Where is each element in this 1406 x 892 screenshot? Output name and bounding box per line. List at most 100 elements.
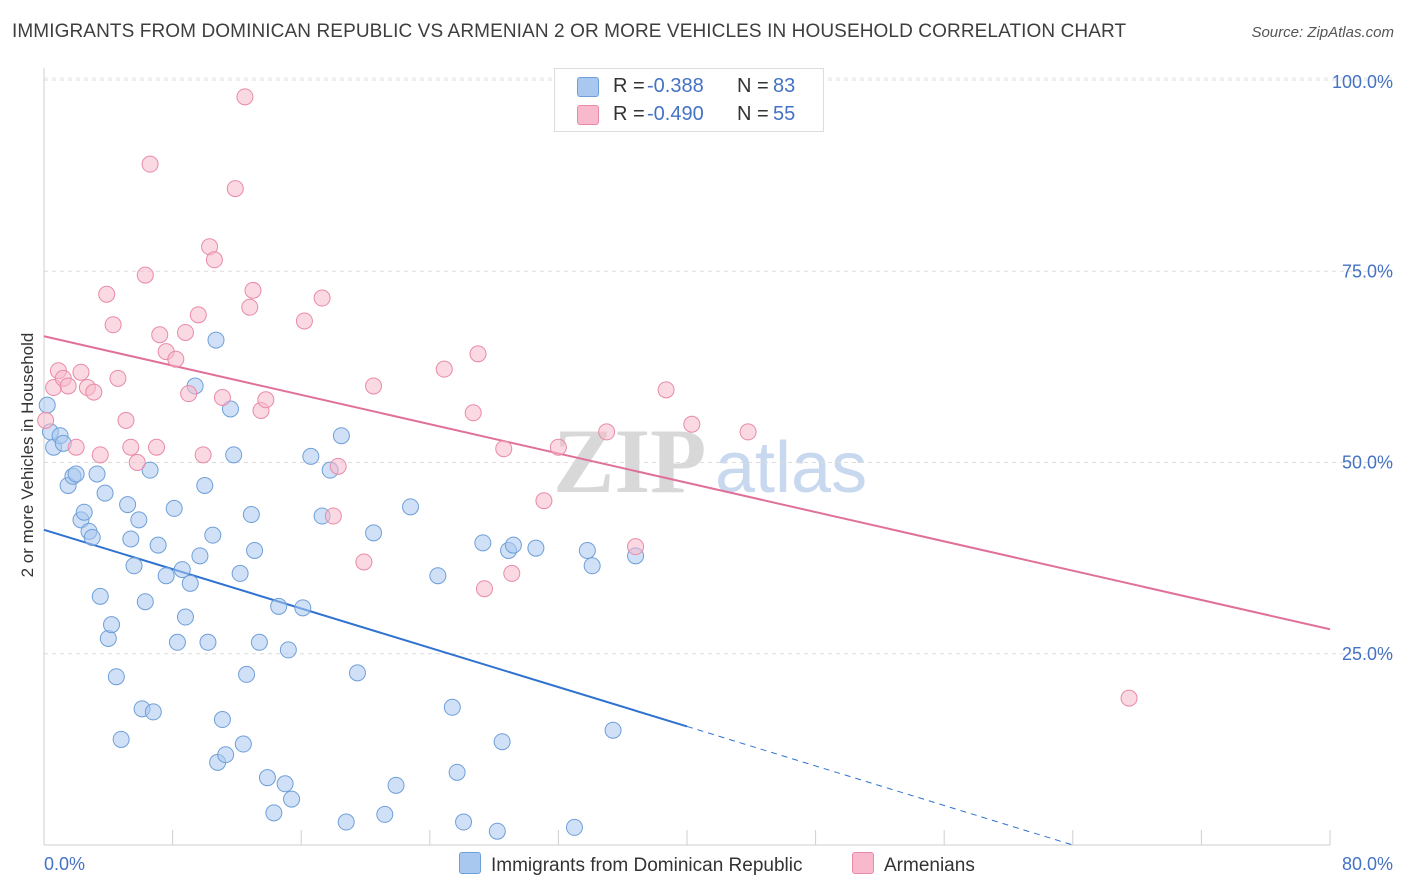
- stats-row-pink: R = -0.490 N = 55: [555, 101, 823, 129]
- point-armenian: [128, 454, 146, 471]
- point-armenian: [469, 345, 487, 363]
- point-dominican: [67, 465, 85, 483]
- point-armenian: [67, 438, 85, 456]
- point-armenian: [657, 381, 675, 399]
- point-dominican: [474, 534, 492, 552]
- point-dominican: [565, 818, 583, 836]
- point-dominican: [122, 530, 140, 548]
- blue-r-label: R =: [613, 75, 645, 97]
- point-dominican: [119, 496, 137, 514]
- point-dominican: [196, 476, 214, 494]
- pink-r-value: -0.490: [647, 103, 704, 125]
- point-armenian: [148, 438, 166, 456]
- point-armenian: [213, 388, 231, 406]
- point-dominican: [191, 547, 209, 565]
- point-dominican: [242, 506, 260, 524]
- point-armenian: [104, 316, 122, 334]
- point-armenian: [464, 404, 482, 422]
- legend-label-blue: Immigrants from Dominican Republic: [491, 855, 803, 876]
- pink-r-label: R =: [613, 103, 645, 125]
- trend-line-armenian: [43, 335, 1331, 631]
- point-dominican: [387, 776, 405, 794]
- point-dominican: [270, 597, 288, 615]
- watermark-atlas: atlas: [715, 428, 867, 508]
- point-dominican: [246, 541, 264, 559]
- tick-labels: 25.0% 50.0% 75.0% 100.0% 0.0% 80.0%: [44, 72, 1393, 874]
- pink-n-value: 55: [773, 103, 796, 125]
- point-armenian: [151, 326, 169, 344]
- point-dominican: [125, 557, 143, 575]
- point-armenian: [167, 350, 185, 368]
- point-armenian: [122, 438, 140, 456]
- point-armenian: [739, 423, 757, 441]
- point-armenian: [136, 266, 154, 284]
- point-dominican: [107, 668, 125, 686]
- point-armenian: [355, 553, 373, 571]
- legend-item-blue[interactable]: Immigrants from Dominican Republic: [459, 852, 803, 877]
- point-dominican: [136, 593, 154, 611]
- x-tick-label: 80.0%: [1342, 854, 1393, 874]
- point-armenian: [503, 564, 521, 582]
- blue-n-value: 83: [773, 75, 796, 97]
- point-dominican: [181, 574, 199, 592]
- point-armenian: [313, 289, 331, 307]
- point-dominican: [83, 528, 101, 546]
- point-armenian: [241, 298, 259, 316]
- legend-item-pink[interactable]: Armenians: [852, 852, 975, 877]
- point-armenian: [194, 446, 212, 464]
- point-dominican: [88, 465, 106, 483]
- point-dominican: [130, 511, 148, 529]
- point-armenian: [180, 385, 198, 403]
- point-armenian: [141, 155, 159, 173]
- point-armenian: [226, 180, 244, 198]
- y-axis-label: 2 or more Vehicles in Household: [18, 332, 37, 578]
- watermark: ZIP atlas: [553, 410, 867, 512]
- point-armenian: [72, 363, 90, 381]
- blue-n-label: N =: [737, 75, 769, 97]
- point-dominican: [376, 805, 394, 823]
- point-dominican: [149, 536, 167, 554]
- pink-n-label: N =: [737, 103, 769, 125]
- point-armenian: [683, 415, 701, 433]
- point-dominican: [234, 735, 252, 753]
- point-dominican: [443, 698, 461, 716]
- point-dominican: [337, 813, 355, 831]
- point-armenian: [59, 377, 77, 395]
- trend-line-dominican: [43, 528, 688, 728]
- point-armenian: [329, 457, 347, 475]
- point-dominican: [504, 536, 522, 554]
- point-dominican: [157, 567, 175, 585]
- point-dominican: [448, 763, 466, 781]
- chart-title: IMMIGRANTS FROM DOMINICAN REPUBLIC VS AR…: [12, 21, 1127, 42]
- legend-label-pink: Armenians: [884, 855, 975, 876]
- point-dominican: [429, 567, 447, 585]
- point-dominican: [604, 721, 622, 739]
- point-armenian: [189, 306, 207, 324]
- point-armenian: [117, 411, 135, 429]
- point-dominican: [455, 813, 473, 831]
- point-dominican: [207, 331, 225, 349]
- point-dominican: [165, 499, 183, 517]
- point-dominican: [578, 541, 596, 559]
- point-dominican: [250, 633, 268, 651]
- legend-swatch-pink: [852, 852, 874, 874]
- point-armenian: [176, 323, 194, 341]
- point-dominican: [91, 587, 109, 605]
- point-armenian: [535, 492, 553, 510]
- point-armenian: [627, 538, 645, 556]
- point-armenian: [257, 391, 275, 409]
- point-armenian: [435, 360, 453, 378]
- point-dominican: [583, 557, 601, 575]
- point-dominican: [38, 396, 56, 414]
- point-dominican: [144, 703, 162, 721]
- point-dominican: [265, 804, 283, 822]
- point-dominican: [488, 822, 506, 840]
- point-armenian: [98, 285, 116, 303]
- trend-lines: [43, 335, 1331, 846]
- point-armenian: [598, 423, 616, 441]
- point-armenian: [236, 88, 254, 106]
- point-armenian: [244, 281, 262, 299]
- point-dominican: [402, 498, 420, 516]
- point-dominican: [348, 664, 366, 682]
